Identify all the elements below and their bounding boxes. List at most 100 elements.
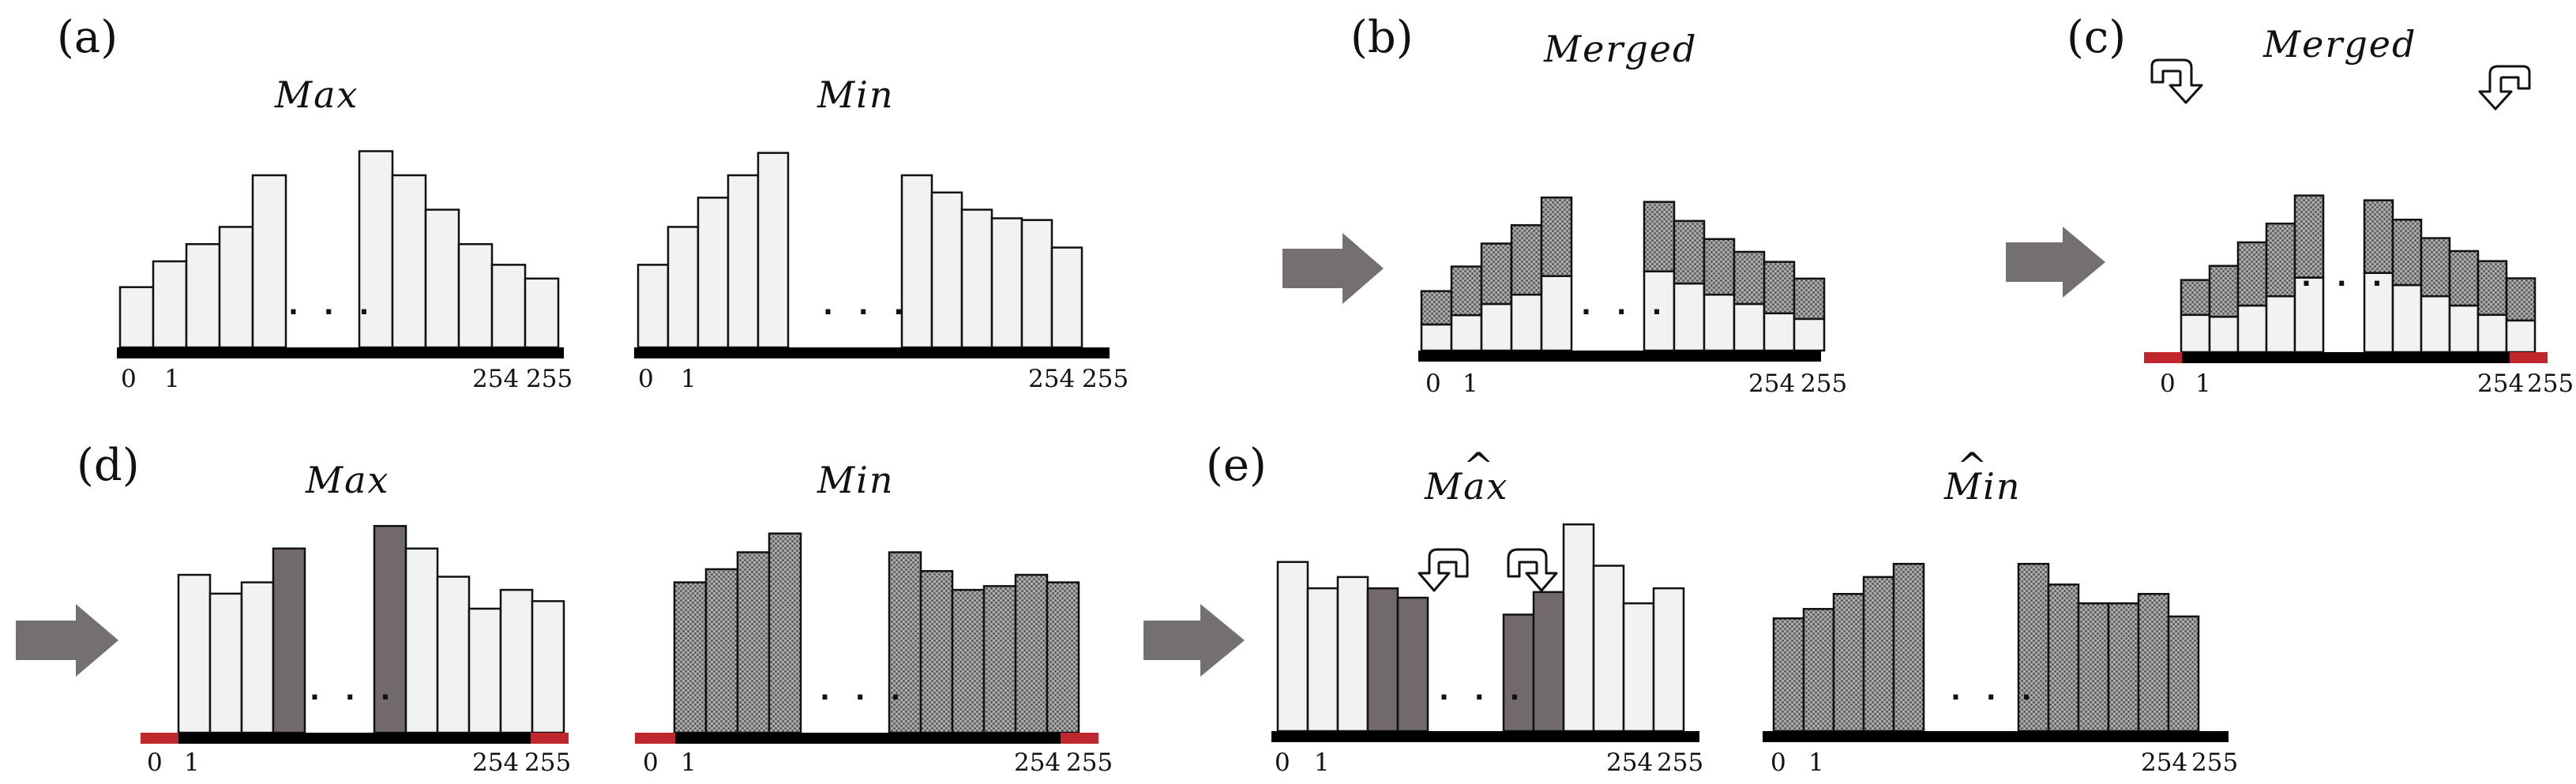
panel-d-min-ellipsis: . . . bbox=[820, 675, 908, 707]
histogram-bar bbox=[1502, 613, 1535, 733]
histogram-bar bbox=[391, 174, 427, 349]
histogram-bar bbox=[524, 277, 560, 349]
histogram-bar bbox=[990, 217, 1023, 349]
panel-a-min-tick-254: 254 bbox=[1028, 365, 1075, 393]
panel-c-tick-0: 0 bbox=[2160, 369, 2176, 398]
curved-arrow-left-icon bbox=[1418, 548, 1469, 592]
panel-c-tick-254: 254 bbox=[2477, 369, 2524, 398]
stacked-bar-upper bbox=[1703, 238, 1736, 296]
stacked-bar-upper bbox=[2208, 264, 2240, 318]
stacked-bar-upper bbox=[2420, 237, 2451, 298]
panel-e-max-ellipsis: . . . bbox=[1439, 675, 1527, 707]
panel-a-min-ellipsis: . . . bbox=[823, 290, 911, 321]
panel-d-max-tick-255: 255 bbox=[524, 748, 571, 777]
panel-c-overflow-right bbox=[2510, 352, 2548, 363]
histogram-bar bbox=[2167, 615, 2200, 733]
panel-b-tick-0: 0 bbox=[1425, 369, 1441, 398]
panel-d-max-baseline bbox=[178, 733, 531, 744]
histogram-bar bbox=[982, 585, 1017, 734]
stacked-bar-lower bbox=[1673, 282, 1706, 352]
panel-e-min-hat: ^ bbox=[1957, 445, 1989, 487]
panel-b-ellipsis: . . . bbox=[1581, 290, 1669, 321]
histogram-bar bbox=[373, 524, 407, 734]
histogram-bar bbox=[185, 242, 221, 349]
stacked-bar-lower bbox=[1510, 293, 1543, 352]
panel-a-min-title: Min bbox=[817, 73, 894, 116]
histogram-bar bbox=[457, 242, 494, 349]
panel-label-e: (e) bbox=[1206, 440, 1267, 491]
histogram-bar bbox=[736, 551, 771, 734]
stacked-bar-lower bbox=[1703, 293, 1736, 352]
histogram-bar bbox=[951, 588, 986, 734]
histogram-bar bbox=[490, 264, 527, 349]
stacked-bar-lower bbox=[2236, 304, 2268, 354]
stacked-bar-upper bbox=[2476, 260, 2508, 317]
panel-d-max-tick-1: 1 bbox=[184, 748, 200, 777]
panel-label-a: (a) bbox=[57, 12, 118, 63]
panel-d-max-title: Max bbox=[305, 459, 389, 501]
stacked-bar-upper bbox=[2236, 241, 2268, 307]
histogram-bar bbox=[240, 581, 275, 734]
stacked-bar-upper bbox=[1763, 261, 1796, 315]
panel-e-min-title: Min bbox=[1943, 465, 2021, 508]
panel-e-max-tick-254: 254 bbox=[1606, 748, 1653, 777]
histogram-bar bbox=[531, 600, 565, 734]
stacked-bar-lower bbox=[1793, 317, 1826, 352]
panel-label-d: (d) bbox=[77, 440, 140, 491]
panel-e-min-tick-0: 0 bbox=[1771, 748, 1786, 777]
panel-d-min-tick-0: 0 bbox=[643, 748, 659, 777]
histogram-bar bbox=[177, 573, 212, 734]
stacked-bar-upper bbox=[1420, 290, 1453, 326]
histogram-bar bbox=[1802, 608, 1835, 733]
stacked-bar-lower bbox=[2420, 294, 2451, 354]
histogram-bar bbox=[1652, 587, 1685, 733]
panel-a-min-baseline bbox=[634, 347, 1110, 358]
panel-label-c: (c) bbox=[2067, 12, 2126, 63]
panel-label-b: (b) bbox=[1350, 12, 1414, 63]
histogram-bar bbox=[1772, 617, 1805, 733]
stacked-bar-lower bbox=[1733, 302, 1766, 352]
histogram-bar bbox=[1396, 596, 1429, 733]
panel-e-min-tick-255: 255 bbox=[2191, 748, 2238, 777]
histogram-bar bbox=[768, 532, 802, 734]
stacked-bar-upper bbox=[1733, 250, 1766, 306]
histogram-bar bbox=[727, 174, 760, 349]
panel-d-min-tick-255: 255 bbox=[1066, 748, 1113, 777]
histogram-bar bbox=[208, 592, 243, 734]
panel-d-min-tick-254: 254 bbox=[1014, 748, 1061, 777]
panel-d-max-histogram bbox=[177, 524, 565, 734]
stacked-bar-upper bbox=[2448, 249, 2480, 307]
panel-b-title: Merged bbox=[1543, 28, 1697, 70]
stacked-bar-upper bbox=[1450, 265, 1483, 317]
histogram-bar bbox=[218, 226, 254, 349]
histogram-bar bbox=[757, 152, 790, 349]
panel-e-min-baseline bbox=[1763, 731, 2229, 742]
histogram-bar bbox=[436, 576, 471, 734]
panel-a-max-tick-0: 0 bbox=[121, 365, 137, 393]
histogram-bar bbox=[1892, 562, 1925, 733]
histogram-bar bbox=[424, 208, 460, 349]
histogram-bar bbox=[673, 581, 708, 734]
panel-a-max-tick-254: 254 bbox=[472, 365, 519, 393]
histogram-bar bbox=[251, 174, 287, 349]
stacked-bar-lower bbox=[1480, 302, 1513, 352]
panel-d-max-overflow-left bbox=[141, 733, 178, 744]
panel-b-baseline bbox=[1418, 351, 1821, 362]
histogram-bar bbox=[919, 570, 954, 734]
histogram-bar bbox=[1046, 581, 1080, 734]
histogram-bar bbox=[1276, 561, 1309, 733]
histogram-bar bbox=[1532, 591, 1565, 733]
histogram-bar bbox=[900, 174, 933, 349]
stacked-bar-upper bbox=[2363, 199, 2394, 274]
panel-c-title: Merged bbox=[2262, 23, 2416, 66]
histogram-bar bbox=[1336, 576, 1369, 733]
histogram-bar bbox=[2077, 602, 2110, 733]
stacked-bar-upper bbox=[1673, 219, 1706, 285]
panel-e-min-tick-254: 254 bbox=[2141, 748, 2187, 777]
histogram-bar bbox=[697, 197, 730, 349]
arrow-a-to-b bbox=[1282, 233, 1384, 304]
histogram-bar bbox=[358, 150, 394, 349]
panel-d-max-ellipsis: . . . bbox=[310, 675, 398, 707]
stacked-bar-upper bbox=[2505, 277, 2537, 322]
histogram-bar bbox=[499, 588, 534, 734]
